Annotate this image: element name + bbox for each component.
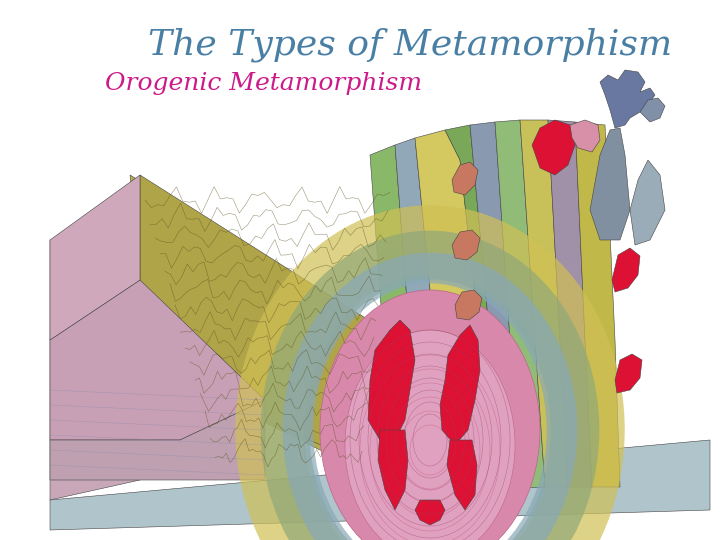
Polygon shape [452, 162, 478, 195]
Text: The Types of Metamorphism: The Types of Metamorphism [148, 28, 672, 63]
Polygon shape [615, 354, 642, 393]
Polygon shape [548, 120, 592, 487]
Polygon shape [370, 145, 430, 500]
Polygon shape [50, 240, 140, 500]
Polygon shape [378, 430, 408, 510]
Polygon shape [368, 320, 415, 440]
Polygon shape [452, 230, 480, 260]
Polygon shape [630, 160, 665, 245]
Polygon shape [600, 70, 655, 128]
Polygon shape [532, 120, 575, 175]
Polygon shape [590, 128, 630, 240]
Polygon shape [612, 248, 640, 292]
Polygon shape [440, 325, 480, 445]
Polygon shape [455, 290, 482, 320]
Polygon shape [395, 138, 450, 495]
Polygon shape [520, 120, 568, 487]
Polygon shape [415, 500, 445, 525]
Polygon shape [130, 175, 400, 480]
Polygon shape [445, 125, 505, 490]
Polygon shape [50, 400, 265, 480]
Polygon shape [50, 175, 140, 340]
Polygon shape [495, 120, 545, 488]
Polygon shape [447, 440, 477, 510]
Polygon shape [140, 175, 400, 480]
Polygon shape [415, 130, 490, 495]
Ellipse shape [320, 290, 540, 540]
Text: Orogenic Metamorphism: Orogenic Metamorphism [105, 72, 422, 95]
Polygon shape [470, 122, 520, 490]
Ellipse shape [345, 330, 515, 540]
Polygon shape [50, 440, 710, 530]
Polygon shape [640, 98, 665, 122]
Polygon shape [50, 240, 265, 400]
Polygon shape [570, 120, 600, 152]
Polygon shape [50, 280, 265, 440]
Polygon shape [575, 122, 620, 487]
